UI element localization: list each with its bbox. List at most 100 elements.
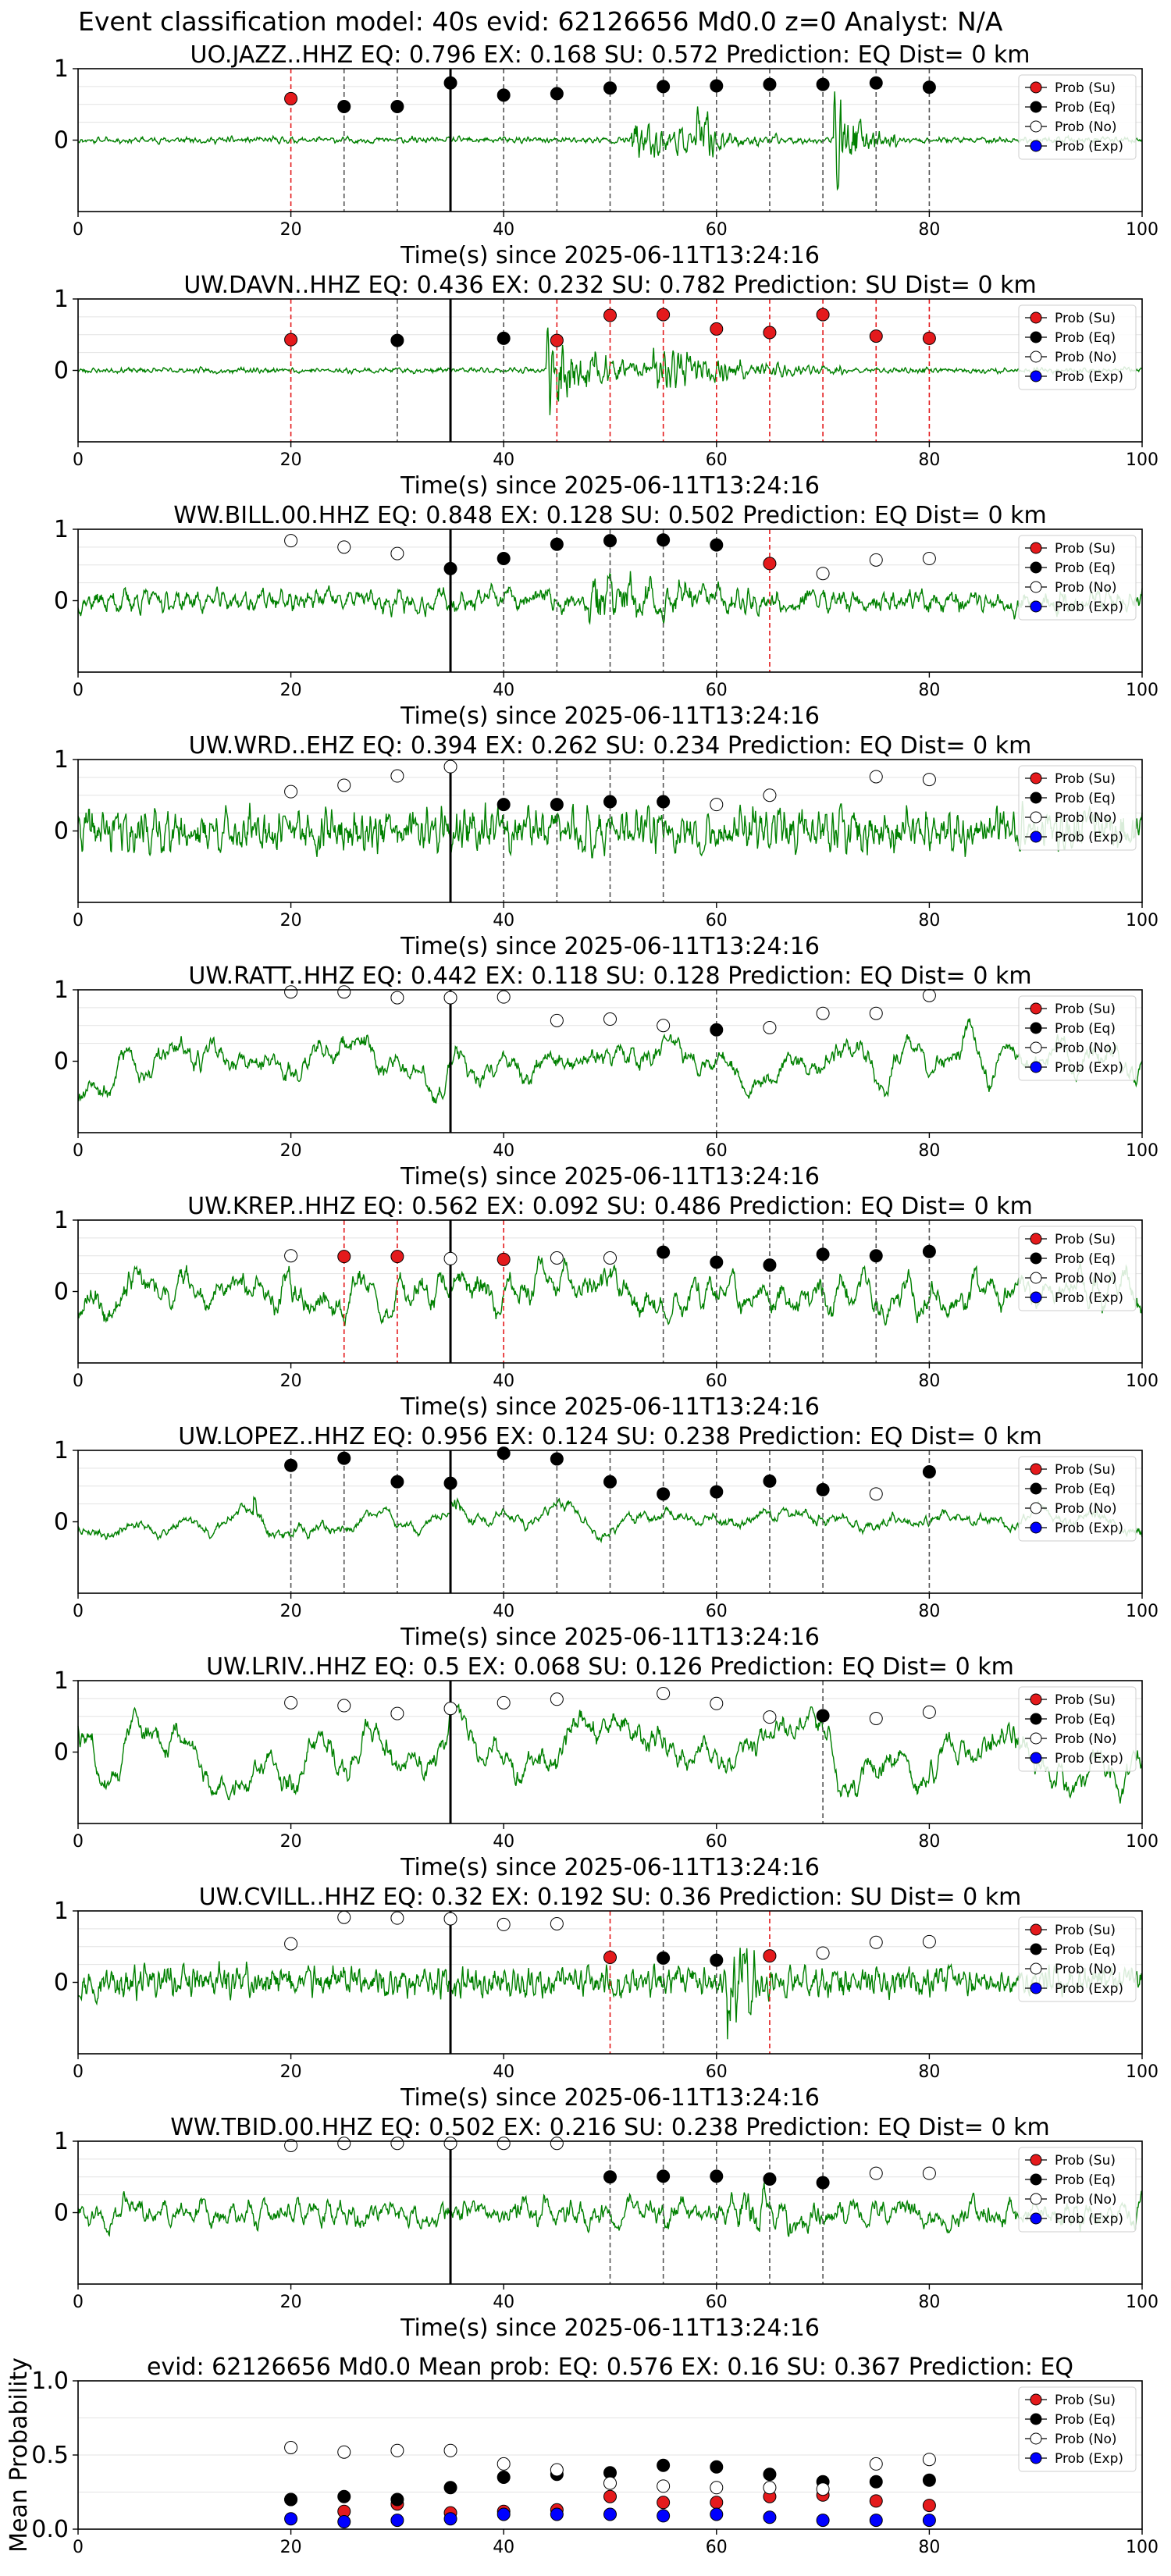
mean-prob-point-su (922, 2499, 936, 2513)
y-tick-label: 0 (54, 1509, 69, 1536)
prob-point-eq (657, 533, 671, 547)
prob-point-no (922, 2166, 936, 2180)
prob-point-no (710, 798, 724, 812)
prob-point-no (869, 1935, 883, 1949)
y-tick-label: 0 (54, 1048, 69, 1076)
mean-prob-point-eq (443, 2481, 457, 2495)
legend-label: Prob (Eq) (1055, 1482, 1116, 1497)
legend-marker-exp (1030, 2452, 1042, 2464)
prob-point-eq (390, 99, 404, 113)
legend-box (1018, 304, 1137, 390)
y-tick-label: 0 (54, 1969, 69, 1997)
legend-marker-su (1030, 1923, 1042, 1936)
mean-prob-point-exp (816, 2514, 830, 2528)
legend-marker-eq (1030, 2413, 1042, 2425)
prob-point-eq (710, 2169, 724, 2183)
x-tick-label: 60 (706, 2538, 728, 2557)
legend-marker-eq (1030, 1022, 1042, 1034)
legend-label: Prob (No) (1055, 580, 1117, 596)
legend-marker-su (1030, 1002, 1042, 1015)
mean-prob-point-eq (763, 2467, 777, 2482)
prob-point-eq (603, 2170, 617, 2184)
prob-point-no (337, 540, 351, 554)
prob-point-no (337, 985, 351, 999)
panel-title: UW.LRIV..HHZ EQ: 0.5 EX: 0.068 SU: 0.126… (206, 1653, 1014, 1681)
legend-label: Prob (Eq) (1055, 1712, 1116, 1727)
prob-point-no (390, 546, 404, 560)
mean-prob-point-eq (497, 2471, 511, 2484)
waveform-trace (77, 571, 1143, 625)
legend-label: Prob (No) (1055, 1271, 1117, 1286)
x-tick-label: 0 (73, 2293, 84, 2312)
legend: Prob (Su) Prob (Eq) Prob (No) Prob (Exp) (1018, 74, 1137, 160)
y-tick-label: 1 (54, 55, 69, 83)
y-tick-label: 0 (54, 1279, 69, 1306)
legend-marker-eq (1030, 1482, 1042, 1495)
legend-label: Prob (Eq) (1055, 1021, 1116, 1037)
mean-prob-point-no (710, 2481, 724, 2495)
waveform-trace (77, 1702, 1143, 1804)
prob-point-eq (443, 561, 457, 575)
x-tick-label: 80 (918, 911, 940, 930)
prob-point-no (763, 788, 777, 802)
prob-point-eq (603, 1475, 617, 1489)
legend-marker-no (1030, 350, 1042, 363)
legend-label: Prob (Exp) (1055, 2451, 1123, 2467)
legend-marker-no (1030, 1041, 1042, 1054)
prob-point-no (816, 567, 830, 581)
prob-point-no (763, 1020, 777, 1034)
panel-title: evid: 62126656 Md0.0 Mean prob: EQ: 0.57… (147, 2354, 1073, 2381)
panel-1: UO.JAZZ..HHZ EQ: 0.796 EX: 0.168 SU: 0.5… (54, 41, 1159, 269)
prob-point-no (284, 534, 298, 548)
grid-lines (78, 1219, 1142, 1275)
prob-point-su (603, 1950, 617, 1964)
x-tick-label: 60 (706, 911, 728, 930)
legend-label: Prob (Exp) (1055, 139, 1123, 155)
x-tick-label: 80 (918, 1832, 940, 1852)
prob-point-eq (816, 77, 830, 91)
legend-box (1018, 535, 1137, 621)
x-tick-label: 0 (73, 1372, 84, 1391)
x-tick-label: 60 (706, 1832, 728, 1852)
legend-box (1018, 1686, 1137, 1772)
prob-point-eq (710, 1023, 724, 1037)
legend-marker-eq (1030, 792, 1042, 804)
prob-point-no (869, 1711, 883, 1725)
x-tick-label: 0 (73, 2062, 84, 2082)
waveform-trace (77, 1255, 1143, 1326)
prob-point-eq (497, 331, 511, 345)
prob-point-su (284, 91, 298, 105)
x-tick-label: 100 (1126, 220, 1159, 240)
prob-point-eq (922, 80, 936, 94)
x-tick-label: 0 (73, 220, 84, 240)
prob-point-eq (550, 798, 564, 812)
x-tick-label: 0 (73, 1832, 84, 1852)
x-tick-label: 40 (493, 2538, 514, 2557)
x-tick-label: 100 (1126, 2538, 1159, 2557)
x-tick-label: 40 (493, 911, 514, 930)
legend-box (1018, 2147, 1137, 2233)
legend-box (1018, 74, 1137, 160)
prob-point-no (284, 785, 298, 799)
prob-point-no (497, 1695, 511, 1710)
prob-point-su (603, 308, 617, 322)
legend-box (1018, 2386, 1137, 2472)
y-tick-label: 0 (54, 1739, 69, 1767)
x-tick-label: 60 (706, 2293, 728, 2312)
legend: Prob (Su) Prob (Eq) Prob (No) Prob (Exp) (1018, 1686, 1137, 1772)
legend-marker-eq (1030, 1943, 1042, 1955)
prob-point-eq (497, 552, 511, 566)
legend-label: Prob (No) (1055, 2192, 1117, 2208)
legend: Prob (Su) Prob (Eq) Prob (No) Prob (Exp) (1018, 535, 1137, 621)
legend-marker-su (1030, 542, 1042, 554)
prob-point-eq (816, 1482, 830, 1496)
legend-marker-eq (1030, 561, 1042, 574)
mean-prob-point-eq (657, 2458, 671, 2472)
x-tick-label: 20 (280, 681, 302, 700)
x-tick-label: 100 (1126, 1832, 1159, 1852)
x-tick-label: 0 (73, 911, 84, 930)
y-tick-label: 1 (54, 2128, 69, 2155)
legend-label: Prob (Su) (1055, 1232, 1116, 1247)
mean-prob-point-exp (284, 2512, 298, 2526)
legend-label: Prob (Eq) (1055, 330, 1116, 346)
